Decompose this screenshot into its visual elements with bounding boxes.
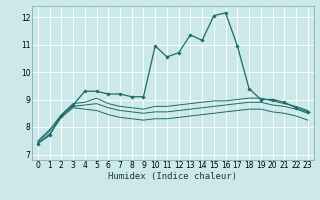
X-axis label: Humidex (Indice chaleur): Humidex (Indice chaleur) [108,172,237,181]
